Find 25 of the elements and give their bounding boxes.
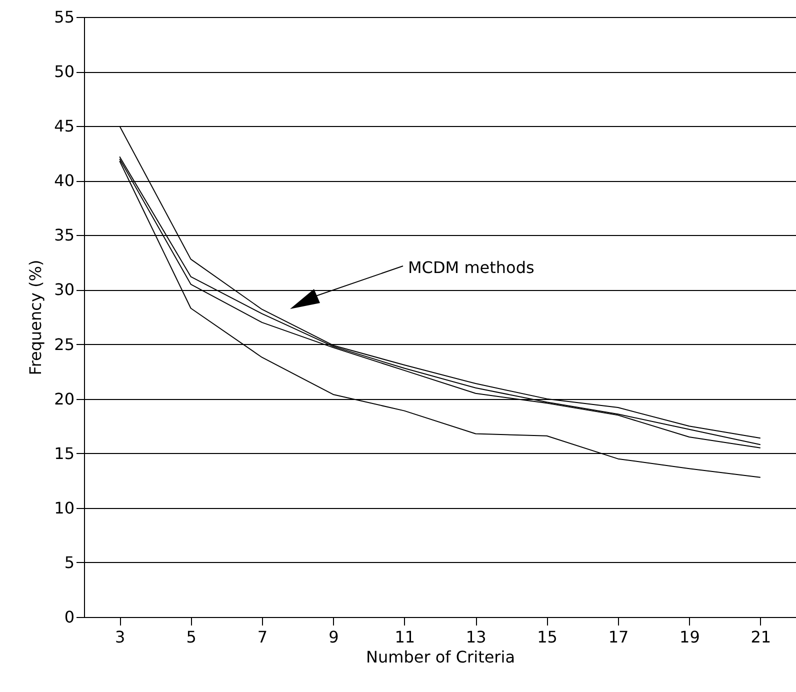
y-tick-label: 25 — [54, 334, 74, 354]
x-tick-label: 5 — [186, 628, 196, 646]
x-axis-title: Number of Criteria — [366, 648, 516, 666]
x-tick-label: 11 — [394, 628, 416, 646]
y-axis-title: Frequency (%) — [26, 260, 46, 376]
y-tick-label: 45 — [54, 116, 74, 136]
x-tick-label: 13 — [466, 628, 486, 646]
y-tick-label: 30 — [54, 280, 74, 300]
x-tick-label: 15 — [537, 628, 558, 646]
x-tick-label: 19 — [680, 628, 700, 646]
x-tick-label: 9 — [328, 628, 339, 646]
x-tick-label: 21 — [750, 628, 772, 646]
y-tick-label: 0 — [64, 608, 74, 626]
x-tick-label: 3 — [115, 628, 126, 646]
y-tick-label: 15 — [54, 444, 74, 463]
y-tick-label: 5 — [64, 552, 74, 572]
y-tick-label: 50 — [54, 62, 74, 82]
y-tick-label: 40 — [54, 171, 74, 190]
annotation: MCDM methods — [408, 258, 534, 277]
y-tick-label: 55 — [54, 8, 74, 26]
y-tick-label: 35 — [54, 226, 74, 245]
y-tick-label: 20 — [54, 389, 74, 408]
x-tick-label: 17 — [608, 628, 629, 646]
x-tick-label: 7 — [257, 628, 268, 646]
y-tick-label: 10 — [54, 498, 74, 518]
